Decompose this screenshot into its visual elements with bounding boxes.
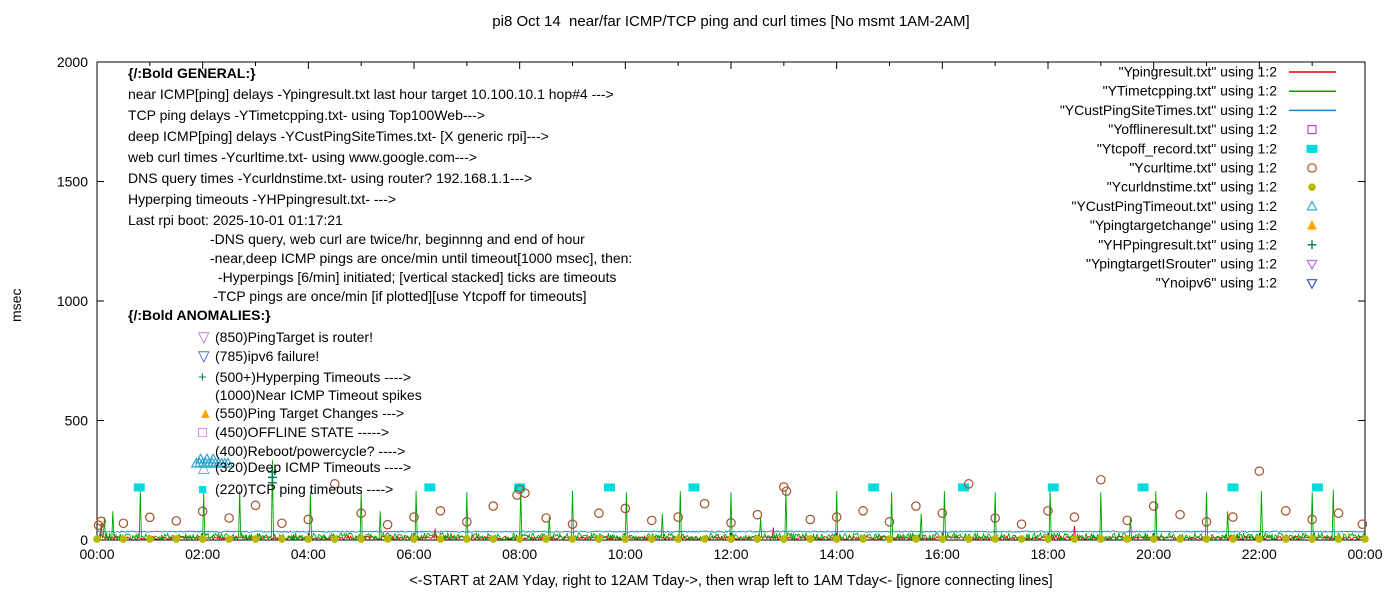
series-Ytcpoff_record.txt <box>133 483 1323 492</box>
legend-label: "Ytcpoff_record.txt" using 1:2 <box>1097 140 1277 156</box>
series-YCustPingSiteTimes.txt <box>96 530 1366 534</box>
annotation-anomaly-line: (400)Reboot/powercycle? ----> <box>215 443 405 459</box>
legend-label: "YCustPingTimeout.txt" using 1:2 <box>1071 198 1277 214</box>
legend-label: "Yofflineresult.txt" using 1:2 <box>1108 121 1277 137</box>
x-tick-label: 22:00 <box>1242 546 1277 562</box>
anomaly-marker-glyph: ▽ <box>198 329 210 346</box>
anomaly-marker-glyph: ■ <box>198 481 208 498</box>
annotation-general-line-text: web curl times -Ycurltime.txt- using www… <box>128 149 477 165</box>
annotation-general-line: near ICMP[ping] delays -Ypingresult.txt … <box>128 86 614 102</box>
anomaly-marker-glyph: + <box>198 369 207 386</box>
annotation-general-line-text: -near,deep ICMP pings are once/min until… <box>210 250 633 266</box>
annotation-anomaly-line-text: (850)PingTarget is router! <box>215 329 373 345</box>
y-tick-label: 1000 <box>57 293 88 309</box>
annotation-general-line: Hyperping timeouts -YHPpingresult.txt- -… <box>128 191 396 207</box>
chart-title: pi8 Oct 14 near/far ICMP/TCP ping and cu… <box>492 13 970 30</box>
annotation-anomaly-line-text: (1000)Near ICMP Timeout spikes <box>215 387 422 403</box>
annotation-general-line: DNS query times -Ycurldnstime.txt- using… <box>128 170 532 186</box>
legend-label: "YHPpingresult.txt" using 1:2 <box>1098 236 1277 252</box>
y-tick-label: 1500 <box>57 174 88 190</box>
annotation-anomaly-line: □ (450)OFFLINE STATE -----> <box>198 424 389 440</box>
x-tick-label: 00:00 <box>1347 546 1382 562</box>
annotation-anomaly-line-text: (550)Ping Target Changes ---> <box>215 405 405 421</box>
annotation-general-line-text: Hyperping timeouts -YHPpingresult.txt- -… <box>128 191 397 207</box>
x-tick-label: 04:00 <box>291 546 326 562</box>
y-tick-label: 0 <box>80 532 88 548</box>
annotation-anomaly-line: ▲ (550)Ping Target Changes ---> <box>198 405 404 421</box>
annotation-anomaly-line-text: (785)ipv6 failure! <box>215 348 320 364</box>
x-tick-label: 02:00 <box>185 546 220 562</box>
legend-label: "Ypingtargetchange" using 1:2 <box>1090 217 1277 233</box>
annotation-anomaly-line: + (500+)Hyperping Timeouts ----> <box>198 369 411 385</box>
annotation-general-line: {/:Bold GENERAL:} <box>128 65 256 81</box>
annotation-general-line: TCP ping delays -YTimetcpping.txt- using… <box>128 107 485 123</box>
annotation-anomaly-line-text: (220)TCP ping timeouts ----> <box>215 481 394 497</box>
y-axis-label: msec <box>8 288 24 322</box>
annotation-general-line-text: Last rpi boot: 2025-10-01 01:17:21 <box>128 212 343 228</box>
x-tick-label: 14:00 <box>819 546 854 562</box>
x-tick-label: 06:00 <box>396 546 431 562</box>
annotation-general-line-text: -DNS query, web curl are twice/hr, begin… <box>210 231 585 247</box>
annotation-general-line-text: {/:Bold GENERAL:} <box>128 65 256 81</box>
annotation-anomaly-line: ■ (220)TCP ping timeouts ----> <box>198 481 393 497</box>
series-YHPpingresult.txt <box>267 467 277 488</box>
annotation-general-line: Last rpi boot: 2025-10-01 01:17:21 <box>128 212 343 228</box>
anomaly-marker-glyph: □ <box>198 424 208 441</box>
annotation-general-line: -TCP pings are once/min [if plotted][use… <box>213 288 587 304</box>
annotation-general-line-text: DNS query times -Ycurldnstime.txt- using… <box>128 170 533 186</box>
series-YCustPingTimeout.txt <box>190 452 234 468</box>
x-tick-label: 08:00 <box>502 546 537 562</box>
y-tick-label: 2000 <box>57 54 88 70</box>
annotation-anomalies-header-text: {/:Bold ANOMALIES:} <box>128 307 271 323</box>
annotation-anomaly-line: △ (320)Deep ICMP Timeouts ----> <box>198 459 411 475</box>
annotation-general-line: -near,deep ICMP pings are once/min until… <box>210 250 632 266</box>
anomaly-marker-glyph: ▽ <box>198 348 210 365</box>
annotation-general-line: web curl times -Ycurltime.txt- using www… <box>128 149 477 165</box>
legend-label: "Ycurltime.txt" using 1:2 <box>1129 160 1277 176</box>
annotation-anomalies-header: {/:Bold ANOMALIES:} <box>128 307 271 323</box>
annotation-general-line: -DNS query, web curl are twice/hr, begin… <box>210 231 585 247</box>
annotation-anomaly-line: ▽ (785)ipv6 failure! <box>198 348 319 364</box>
series-Ycurldnstime.txt <box>93 535 1369 543</box>
legend-label: "Ynoipv6" using 1:2 <box>1156 275 1277 291</box>
y-tick-label: 500 <box>65 413 89 429</box>
x-tick-label: 00:00 <box>79 546 114 562</box>
x-axis-label: <-START at 2AM Yday, right to 12AM Tday-… <box>409 573 1053 589</box>
annotation-general-line-text: -Hyperpings [6/min] initiated; [vertical… <box>218 269 617 285</box>
annotation-anomaly-line-text: (400)Reboot/powercycle? ----> <box>215 443 406 459</box>
annotation-anomaly-line-text: (500+)Hyperping Timeouts ----> <box>215 369 412 385</box>
annotation-anomaly-line: ▽ (850)PingTarget is router! <box>198 329 373 345</box>
legend-label: "Ycurldnstime.txt" using 1:2 <box>1107 179 1277 195</box>
series-Ycurltime.txt <box>93 466 1368 530</box>
annotation-general-line-text: TCP ping delays -YTimetcpping.txt- using… <box>128 107 486 123</box>
x-tick-label: 12:00 <box>713 546 748 562</box>
annotation-general-line-text: deep ICMP[ping] delays -YCustPingSiteTim… <box>128 128 549 144</box>
anomaly-marker-glyph: △ <box>198 459 210 476</box>
annotation-anomaly-line: (1000)Near ICMP Timeout spikes <box>215 387 422 403</box>
annotation-general-line-text: near ICMP[ping] delays -Ypingresult.txt … <box>128 86 614 102</box>
annotation-general-line: -Hyperpings [6/min] initiated; [vertical… <box>218 269 616 285</box>
anomaly-marker-glyph: ▲ <box>198 405 213 422</box>
legend-label: "YTimetcpping.txt" using 1:2 <box>1103 83 1278 99</box>
annotation-general-line: deep ICMP[ping] delays -YCustPingSiteTim… <box>128 128 549 144</box>
x-tick-label: 20:00 <box>1136 546 1171 562</box>
x-tick-label: 18:00 <box>1030 546 1065 562</box>
annotation-general-line-text: -TCP pings are once/min [if plotted][use… <box>213 288 587 304</box>
legend-label: "YCustPingSiteTimes.txt" using 1:2 <box>1060 102 1277 118</box>
legend-label: "YpingtargetISrouter" using 1:2 <box>1086 256 1277 272</box>
annotation-anomaly-line-text: (320)Deep ICMP Timeouts ----> <box>215 459 412 475</box>
annotation-anomaly-line-text: (450)OFFLINE STATE -----> <box>215 424 390 440</box>
legend-label: "Ypingresult.txt" using 1:2 <box>1119 64 1278 80</box>
x-tick-label: 16:00 <box>925 546 960 562</box>
x-tick-label: 10:00 <box>608 546 643 562</box>
